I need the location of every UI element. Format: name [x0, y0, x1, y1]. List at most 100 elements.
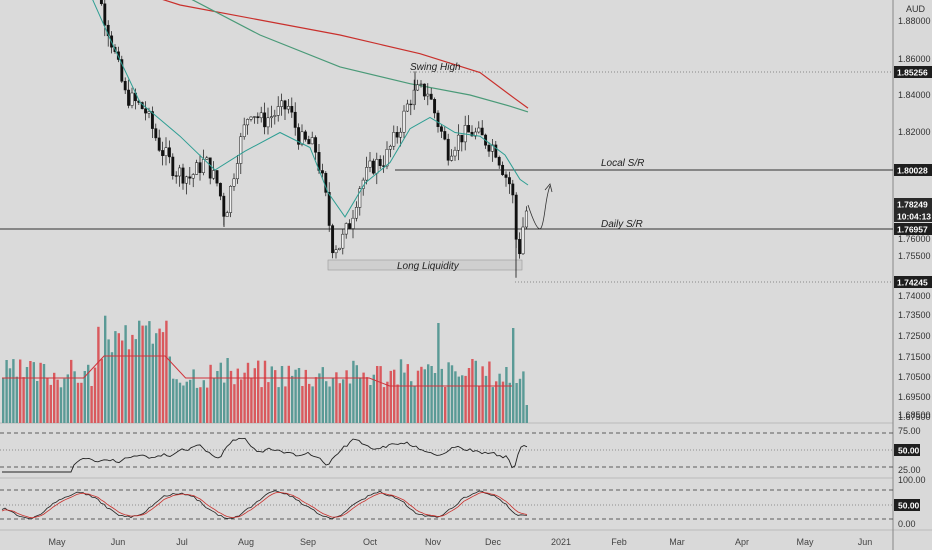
volume-bar: [165, 320, 168, 423]
volume-bar: [501, 381, 505, 423]
price-label-level: 1.74245: [894, 276, 932, 288]
volume-bar: [141, 325, 144, 423]
volume-bar: [229, 370, 233, 423]
candle: [443, 125, 447, 141]
y-tick-label: 1.71500: [898, 352, 931, 362]
volume-bar: [19, 359, 22, 423]
volume-bar: [46, 378, 49, 423]
volume-bar: [168, 356, 171, 423]
volume-bar: [359, 377, 362, 423]
volume-bar: [464, 375, 467, 423]
candle: [399, 127, 403, 147]
y-tick-label: 1.76000: [898, 234, 931, 244]
candle: [405, 99, 409, 112]
volume-bar: [253, 368, 256, 423]
candle: [99, 0, 103, 6]
volume-bar: [263, 360, 267, 423]
candle: [402, 105, 406, 139]
candle: [303, 129, 307, 142]
volume-bar: [471, 359, 474, 423]
volume-bar: [185, 381, 188, 423]
volume-bar: [22, 377, 25, 423]
price-label-level: 1.76957: [894, 223, 932, 235]
volume-bar: [437, 323, 440, 423]
volume-bar: [87, 364, 90, 423]
volume-bar: [80, 382, 83, 423]
candle: [307, 135, 311, 145]
candle: [252, 116, 256, 124]
y-tick-label: 1.88000: [898, 16, 931, 26]
volume-bar: [134, 339, 137, 423]
candle: [225, 210, 229, 217]
y-tick-label: 1.68500: [898, 410, 931, 420]
candle: [235, 155, 239, 184]
volume-bar: [32, 362, 35, 423]
volume-bar: [2, 378, 5, 423]
volume-bar: [110, 352, 114, 423]
candle: [507, 171, 511, 194]
y-tick-label: 1.75500: [898, 251, 931, 261]
volume-bar: [243, 372, 246, 423]
candle: [331, 223, 335, 259]
x-tick-label: Aug: [238, 537, 254, 547]
volume-bar: [450, 365, 454, 423]
osc2-level-label: 100.00: [898, 475, 926, 485]
candle: [433, 97, 437, 119]
candle: [456, 124, 460, 161]
y-tick-label: 1.82000: [898, 127, 931, 137]
candlesticks: [99, 0, 528, 278]
candle: [494, 141, 498, 159]
volume-bar: [301, 386, 304, 423]
candle: [191, 173, 195, 188]
svg-text:1.76957: 1.76957: [897, 225, 928, 235]
candle: [164, 137, 168, 166]
volume-bar: [117, 333, 120, 423]
volume-bar: [121, 340, 124, 423]
candle: [409, 99, 413, 116]
candle: [416, 79, 420, 91]
candle: [286, 99, 290, 114]
x-tick-label: Jul: [176, 537, 188, 547]
volume-bar: [331, 378, 335, 423]
y-tick-label: 1.73500: [898, 310, 931, 320]
volume-bar: [97, 326, 100, 423]
y-tick-label: 1.84000: [898, 90, 931, 100]
volume-bar: [396, 384, 399, 423]
volume-bar: [427, 364, 430, 423]
volume-bar: [12, 359, 15, 423]
volume-bar: [410, 381, 413, 423]
candle: [341, 229, 345, 255]
candle: [293, 102, 297, 136]
x-tick-label: Nov: [425, 537, 442, 547]
candle: [511, 179, 515, 204]
price-labels: 1.85256 1.80028 1.78249 10:04:13 1.76957 1.74…: [894, 66, 932, 288]
volume-bar: [342, 379, 345, 423]
volume-bar: [355, 365, 358, 423]
candle: [436, 110, 440, 133]
volume-bar: [382, 387, 386, 423]
candle: [348, 219, 352, 229]
candle: [354, 201, 358, 222]
volume-bar: [484, 375, 488, 423]
candle: [460, 134, 464, 152]
volume-bar: [29, 361, 32, 423]
volume-bar: [212, 377, 216, 423]
x-tick-label: May: [48, 537, 66, 547]
candle: [392, 125, 396, 150]
volume-bar: [199, 387, 202, 423]
volume-bar: [457, 376, 460, 423]
volume-bar: [399, 359, 403, 423]
svg-text:10:04:13: 10:04:13: [897, 212, 931, 222]
volume-bar: [311, 386, 314, 423]
candle: [283, 99, 287, 120]
volume-bar: [525, 405, 528, 423]
volume-bar: [508, 382, 511, 423]
volume-bar: [467, 368, 471, 423]
candle: [229, 185, 233, 218]
volume-bar: [124, 325, 127, 423]
volume-ma-line: [2, 355, 512, 387]
candle: [419, 80, 423, 88]
candle: [504, 171, 508, 187]
